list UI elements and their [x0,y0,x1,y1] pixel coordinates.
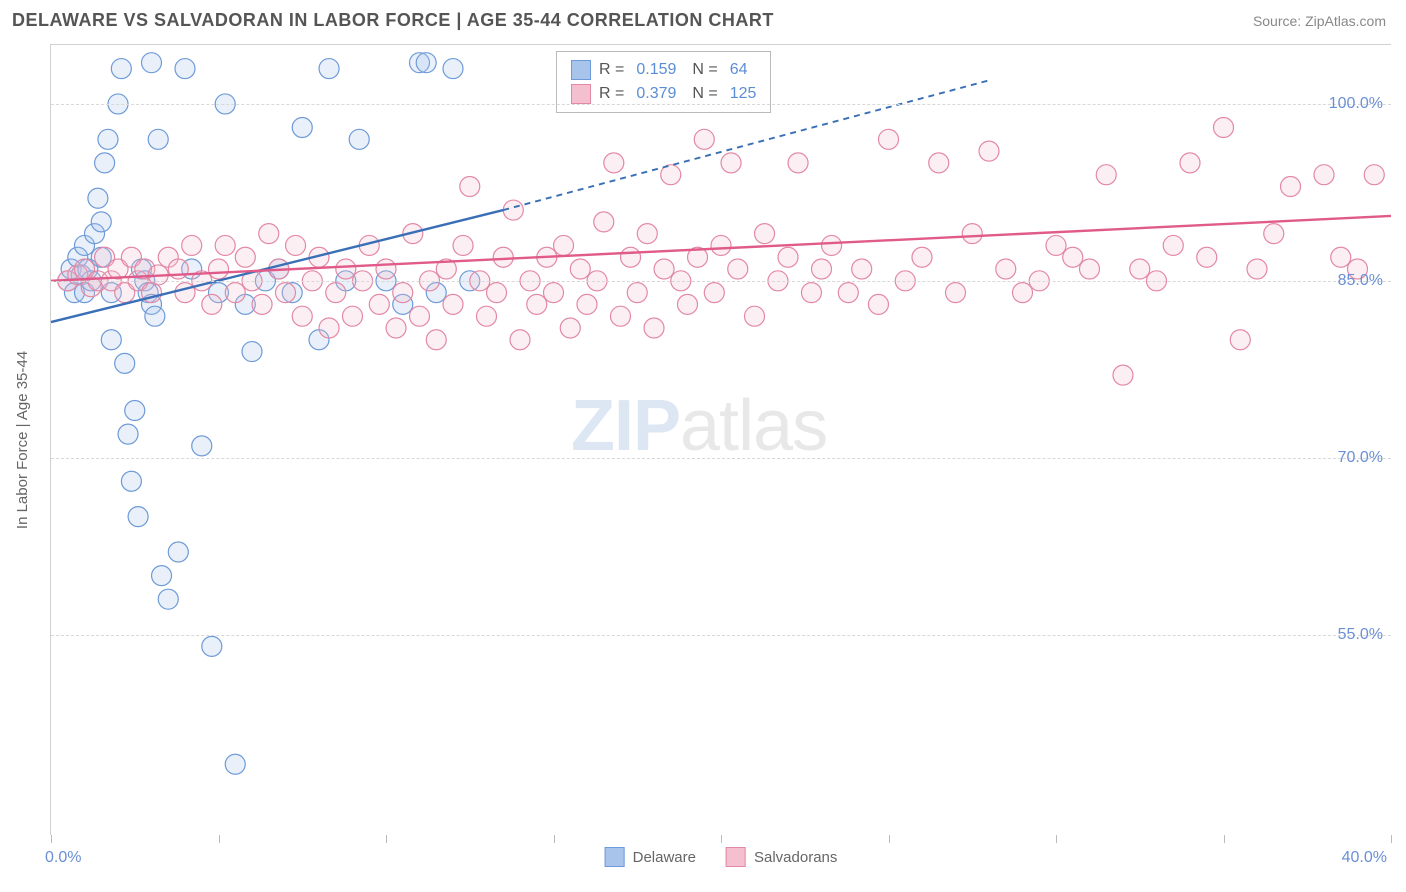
stat-label-r: R = [599,82,624,106]
y-tick-label: 85.0% [1338,272,1383,290]
y-axis-title: In Labor Force | Age 35-44 [14,351,31,529]
stats-row-salvadorans: R = 0.379 N = 125 [571,82,756,106]
stats-row-delaware: R = 0.159 N = 64 [571,58,756,82]
scatter-svg [51,45,1391,835]
x-axis-min-label: 0.0% [45,849,81,867]
legend-swatch-delaware [605,847,625,867]
y-tick-label: 70.0% [1338,449,1383,467]
stat-label-n: N = [692,82,717,106]
legend-bottom: Delaware Salvadorans [605,847,838,867]
chart-header: DELAWARE VS SALVADORAN IN LABOR FORCE | … [0,0,1406,37]
legend-label-delaware: Delaware [633,849,696,866]
gridline-h [51,104,1391,105]
legend-item-salvadorans: Salvadorans [726,847,837,867]
stat-label-n: N = [692,58,717,82]
y-tick-label: 100.0% [1329,95,1383,113]
x-tick [554,835,555,843]
stats-swatch-delaware [571,60,591,80]
chart-source: Source: ZipAtlas.com [1253,13,1386,29]
stat-n-delaware: 64 [730,58,748,82]
x-tick [51,835,52,843]
gridline-h [51,635,1391,636]
stat-r-salvadorans: 0.379 [636,82,676,106]
x-tick [219,835,220,843]
legend-item-delaware: Delaware [605,847,696,867]
x-tick [721,835,722,843]
x-tick [1391,835,1392,843]
x-tick [889,835,890,843]
stat-r-delaware: 0.159 [636,58,676,82]
chart-plot-area: ZIPatlas R = 0.159 N = 64 R = 0.379 N = … [50,44,1391,835]
x-tick [1056,835,1057,843]
stats-swatch-salvadorans [571,84,591,104]
x-tick [1224,835,1225,843]
legend-swatch-salvadorans [726,847,746,867]
x-axis-max-label: 40.0% [1342,849,1387,867]
x-tick [386,835,387,843]
chart-title: DELAWARE VS SALVADORAN IN LABOR FORCE | … [12,10,774,31]
stat-label-r: R = [599,58,624,82]
stat-n-salvadorans: 125 [730,82,757,106]
gridline-h [51,458,1391,459]
y-tick-label: 55.0% [1338,626,1383,644]
gridline-h [51,281,1391,282]
legend-label-salvadorans: Salvadorans [754,849,837,866]
